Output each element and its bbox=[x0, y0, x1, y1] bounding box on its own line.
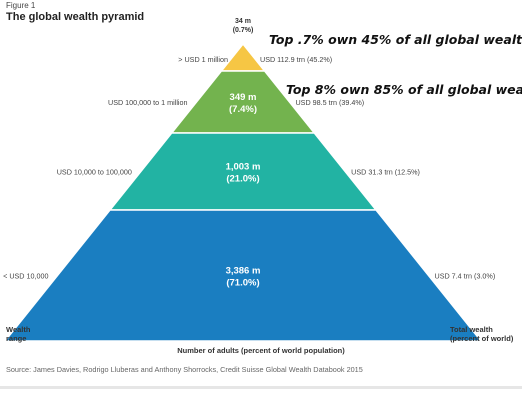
tier-2-total-wealth-label: USD 98.5 trn (39.4%) bbox=[295, 98, 364, 107]
tier-1-total-wealth-label: USD 112.9 trn (45.2%) bbox=[260, 55, 332, 64]
tier-4-total-wealth-label: USD 7.4 trn (3.0%) bbox=[435, 272, 496, 281]
annotation-top-8-percent: Top 8% own 85% of all global wealth bbox=[286, 82, 522, 97]
left-axis-label: Wealth range bbox=[6, 325, 31, 343]
tier-3-adults-label: 1,003 m bbox=[226, 162, 261, 173]
tier-2-adults-pct-label: (7.4%) bbox=[229, 104, 257, 115]
bottom-divider bbox=[0, 386, 522, 389]
tier-2-adults-label: 349 m bbox=[230, 92, 257, 103]
tier-3-wealth-range-label: USD 10,000 to 100,000 bbox=[57, 168, 132, 177]
right-axis-label: Total wealth (percent of world) bbox=[450, 325, 514, 343]
pyramid-tier-4 bbox=[3, 209, 483, 342]
tier-2-wealth-range-label: USD 100,000 to 1 million bbox=[108, 98, 188, 107]
tier-1-adults-pct-label: (0.7%) bbox=[233, 27, 254, 34]
figure-label: Figure 1 bbox=[6, 1, 36, 10]
tier-3-total-wealth-label: USD 31.3 trn (12.5%) bbox=[351, 168, 420, 177]
tier-3-adults-pct-label: (21.0%) bbox=[226, 174, 259, 185]
tier-1-adults-label: 34 m bbox=[235, 18, 251, 25]
bottom-axis-label: Number of adults (percent of world popul… bbox=[177, 346, 345, 355]
source-note: Source: James Davies, Rodrigo Lluberas a… bbox=[6, 365, 363, 374]
tier-4-wealth-range-label: < USD 10,000 bbox=[3, 272, 48, 281]
tier-1-wealth-range-label: > USD 1 million bbox=[178, 55, 228, 64]
tier-4-adults-pct-label: (71.0%) bbox=[226, 278, 259, 289]
tier-4-adults-label: 3,386 m bbox=[226, 266, 261, 277]
chart-title: The global wealth pyramid bbox=[6, 11, 145, 23]
annotation-top-07-percent: Top .7% own 45% of all global wealth bbox=[269, 32, 522, 47]
